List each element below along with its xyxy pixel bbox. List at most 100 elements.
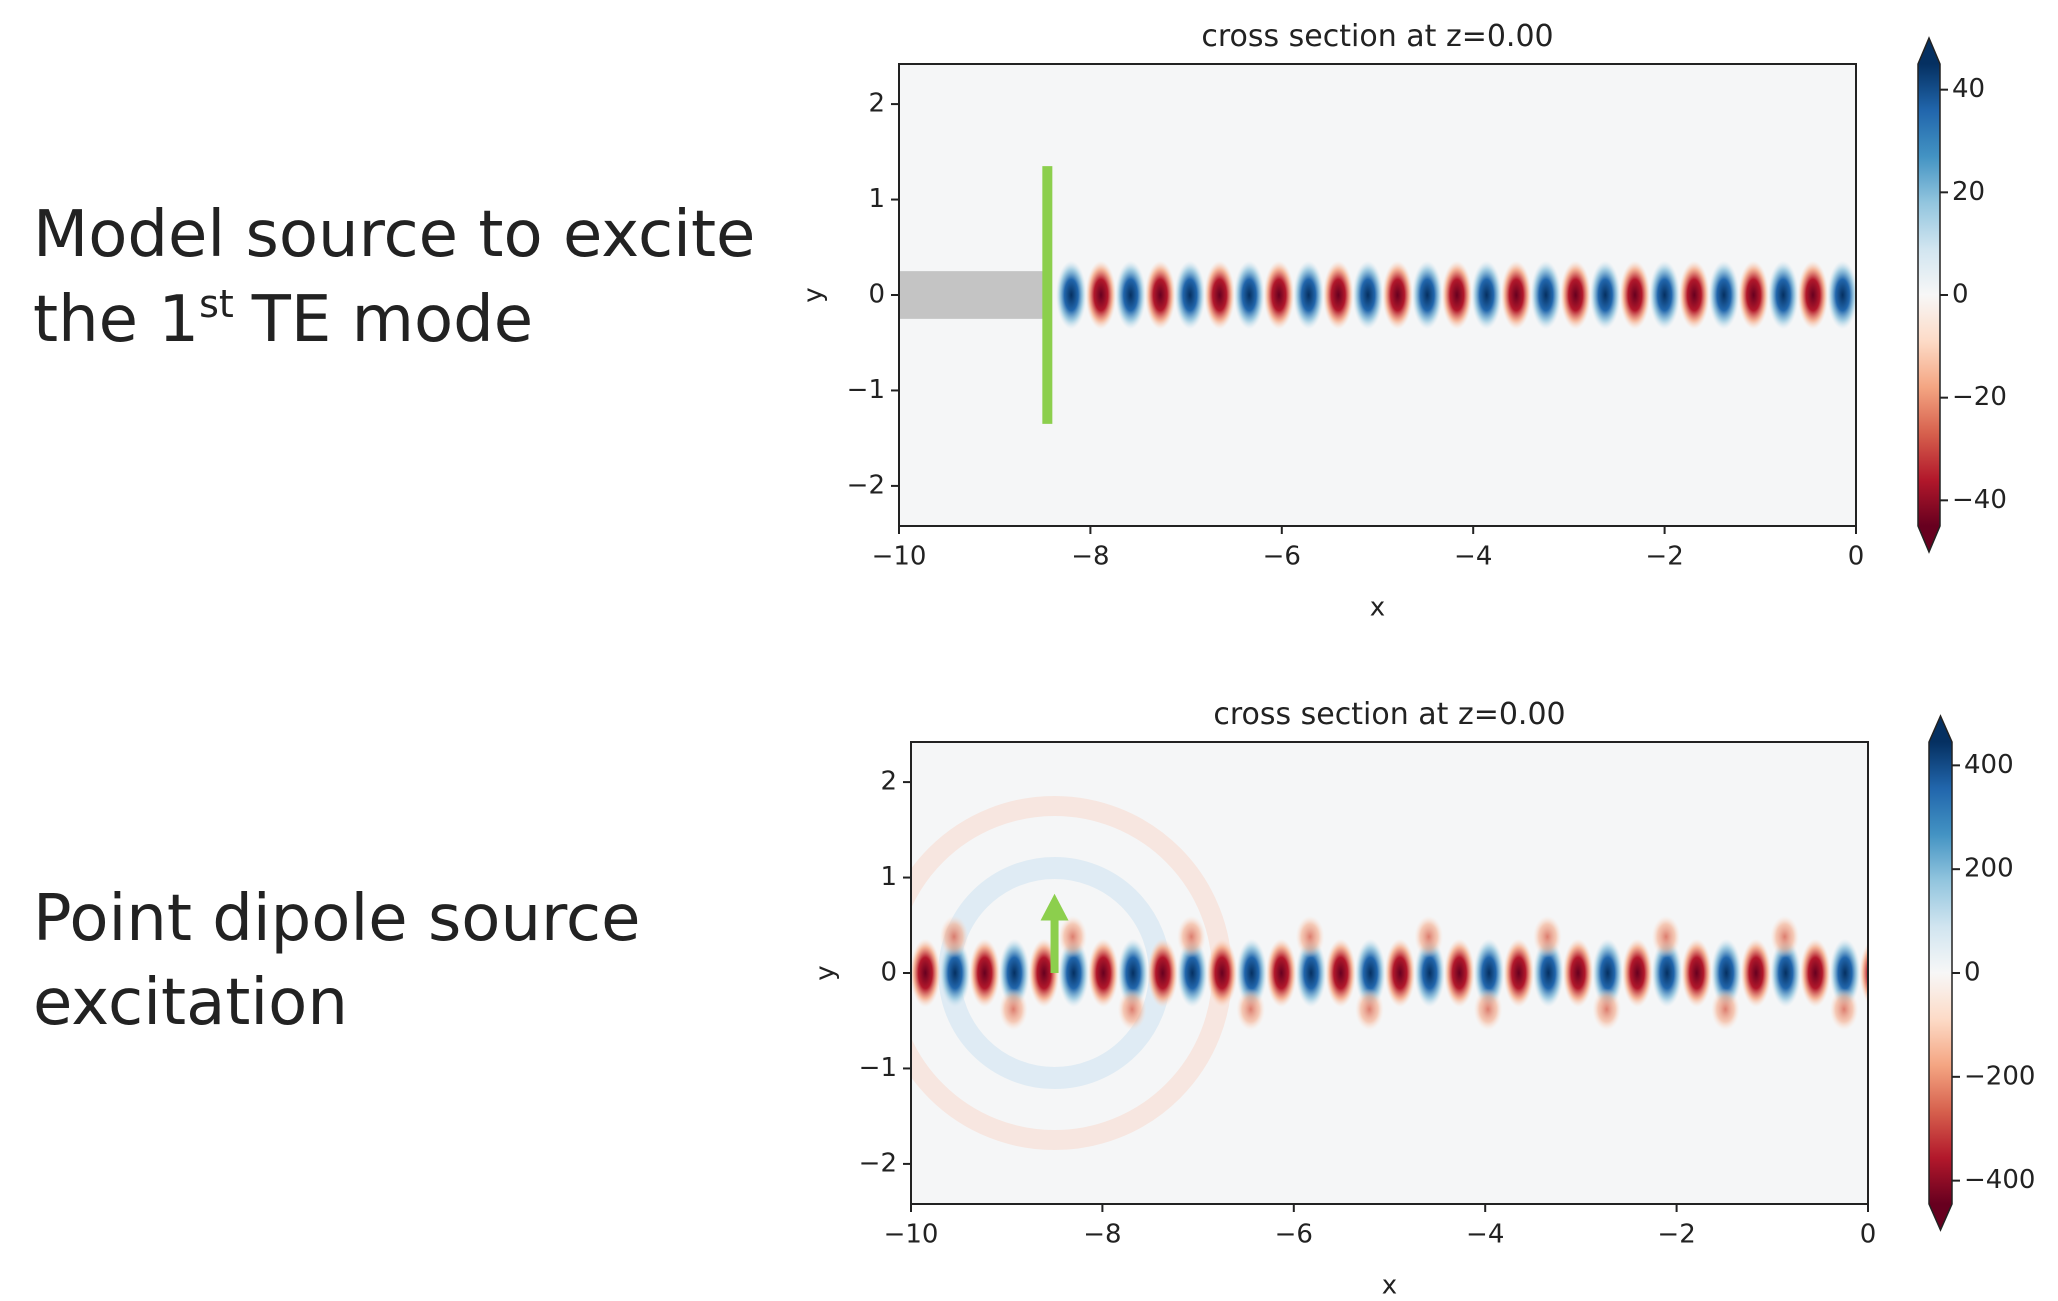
field-lobe bbox=[1797, 260, 1829, 330]
chart-title: cross section at z=0.00 bbox=[1213, 697, 1565, 732]
y-tick-label: 0 bbox=[880, 958, 897, 988]
field-lobe bbox=[1055, 260, 1087, 330]
field-lobe bbox=[1767, 260, 1799, 330]
field-fringe bbox=[939, 915, 969, 958]
colorbar-tick-label: −200 bbox=[1964, 1061, 2035, 1091]
y-tick-label: 1 bbox=[868, 184, 885, 214]
x-tick-label: −2 bbox=[1657, 1220, 1695, 1250]
field-lobe bbox=[1355, 938, 1386, 1008]
field-lobe bbox=[1473, 938, 1505, 1008]
field-lobe bbox=[1562, 938, 1594, 1008]
field-lobe bbox=[1058, 938, 1090, 1008]
colorbar-extend bbox=[1918, 526, 1940, 552]
field-lobe bbox=[1619, 260, 1651, 330]
slide-text: the 1st TE mode bbox=[33, 282, 533, 357]
x-tick-label: −4 bbox=[1454, 542, 1492, 572]
x-tick-label: −6 bbox=[1275, 1220, 1313, 1250]
field-lobe bbox=[999, 938, 1030, 1008]
field-lobe bbox=[1206, 938, 1238, 1008]
field-lobe bbox=[1770, 938, 1802, 1008]
colorbar-frame bbox=[1928, 714, 1953, 1232]
dipole-arrow-head bbox=[1040, 893, 1069, 921]
field-lobe bbox=[1325, 938, 1357, 1008]
field-fringe bbox=[1533, 915, 1562, 958]
field-fringe bbox=[1236, 988, 1266, 1031]
field-lobe bbox=[1293, 260, 1324, 330]
field-lobe bbox=[969, 938, 1001, 1008]
colorbar-tick-label: −20 bbox=[1952, 382, 2007, 412]
x-tick-label: −10 bbox=[872, 542, 927, 572]
x-tick-label: −10 bbox=[884, 1220, 939, 1250]
field-fringe bbox=[1711, 988, 1740, 1031]
field-lobe bbox=[1471, 260, 1502, 330]
field-lobe bbox=[1382, 260, 1413, 330]
x-tick-label: −8 bbox=[1083, 1220, 1121, 1250]
y-tick-label: 2 bbox=[880, 767, 897, 797]
field-lobe bbox=[1859, 942, 1868, 1004]
field-lobe bbox=[939, 938, 971, 1008]
field-lobe bbox=[1233, 260, 1265, 330]
colorbar-frame bbox=[1917, 36, 1941, 554]
field-lobe bbox=[1708, 260, 1740, 330]
colorbar-tick-label: 0 bbox=[1964, 958, 1981, 988]
field-lobe bbox=[1530, 260, 1562, 330]
field-lobe bbox=[1174, 260, 1206, 330]
field-lobe bbox=[1295, 938, 1327, 1008]
mode-source bbox=[1042, 166, 1053, 424]
colorbar-tick-label: 0 bbox=[1952, 280, 1969, 310]
field-lobe bbox=[1441, 260, 1473, 330]
field-lobe bbox=[1204, 260, 1235, 330]
field-lobe bbox=[1414, 938, 1446, 1008]
field-lobe bbox=[1651, 938, 1683, 1008]
field-fringe bbox=[1829, 988, 1859, 1031]
x-tick-label: 0 bbox=[1848, 542, 1865, 572]
x-tick-label: −6 bbox=[1263, 542, 1301, 572]
field-lobe bbox=[1352, 260, 1384, 330]
field-fringe bbox=[1473, 988, 1503, 1031]
field-lobe bbox=[1322, 260, 1354, 330]
field-fringe bbox=[1592, 988, 1622, 1031]
colorbar bbox=[1918, 64, 1940, 526]
colorbar-tick-label: 40 bbox=[1952, 74, 1985, 104]
field-lobe bbox=[1500, 260, 1532, 330]
slide-text: the 1 bbox=[33, 283, 199, 357]
colorbar-extend bbox=[1929, 716, 1952, 742]
field-lobe bbox=[1829, 938, 1861, 1008]
field-lobe bbox=[1147, 938, 1179, 1008]
colorbar-tick-label: −400 bbox=[1964, 1165, 2035, 1195]
y-tick-label: −1 bbox=[859, 1053, 897, 1083]
field-lobe bbox=[1711, 938, 1742, 1008]
y-tick-label: −1 bbox=[847, 375, 885, 405]
y-tick-label: 1 bbox=[880, 862, 897, 892]
field-lobe bbox=[1681, 938, 1713, 1008]
x-axis-label: x bbox=[1370, 593, 1385, 623]
field-lobe bbox=[911, 938, 941, 1008]
field-lobe bbox=[1800, 938, 1831, 1008]
x-tick-label: −8 bbox=[1071, 542, 1109, 572]
y-tick-label: −2 bbox=[859, 1148, 897, 1178]
x-axis-label: x bbox=[1382, 1271, 1397, 1301]
field-lobe bbox=[1738, 260, 1769, 330]
field-lobe bbox=[1678, 260, 1710, 330]
field bbox=[899, 260, 1856, 330]
x-tick-label: −2 bbox=[1645, 542, 1683, 572]
field-fringe bbox=[1177, 915, 1206, 958]
field-fringe bbox=[1295, 915, 1325, 958]
waveguide bbox=[899, 271, 1048, 319]
field-fringe bbox=[1414, 915, 1444, 958]
field-lobe bbox=[1117, 938, 1149, 1008]
field-lobe bbox=[1503, 938, 1535, 1008]
slide-text: TE mode bbox=[251, 283, 533, 357]
field-lobe bbox=[1622, 938, 1653, 1008]
field-fringe bbox=[1651, 915, 1681, 958]
chart-title: cross section at z=0.00 bbox=[1201, 19, 1553, 54]
field-lobe bbox=[1592, 938, 1624, 1008]
colorbar-tick-label: 400 bbox=[1964, 750, 2014, 780]
field-lobe bbox=[1740, 938, 1772, 1008]
slide-text: Model source to excite bbox=[33, 198, 755, 272]
field-lobe bbox=[1088, 938, 1119, 1008]
field-lobe bbox=[1115, 260, 1146, 330]
field-lobe bbox=[1236, 938, 1268, 1008]
